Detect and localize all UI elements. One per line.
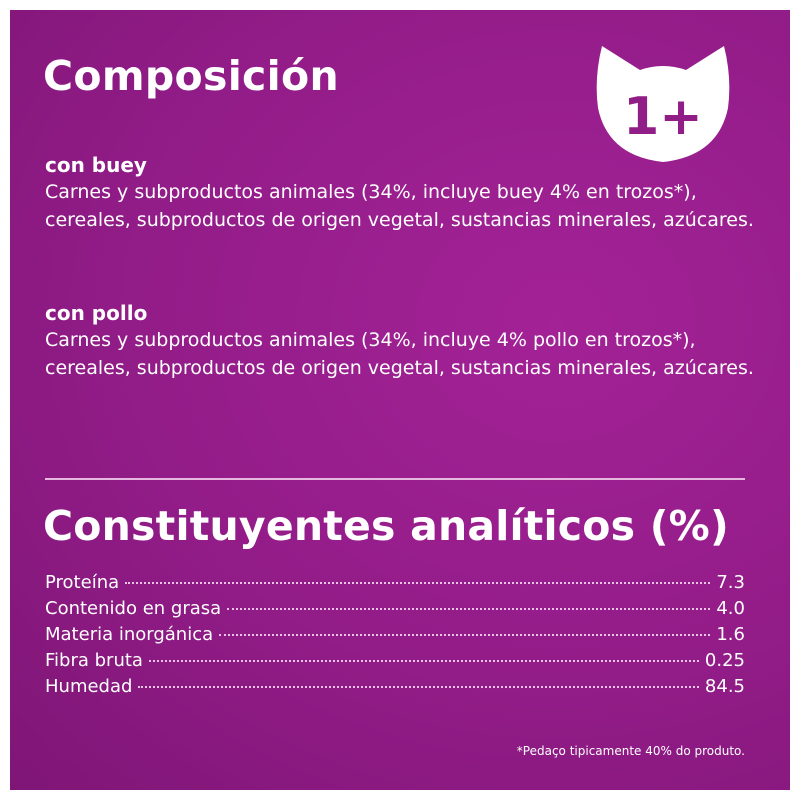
row-value: 84.5 [704, 676, 745, 697]
dot-leader [219, 634, 711, 636]
table-row: Proteína 7.3 [45, 572, 745, 598]
badge-text: 1+ [623, 87, 703, 147]
beef-section: con buey Carnes y subproductos animales … [45, 153, 765, 234]
age-badge: 1+ [590, 38, 736, 168]
chicken-text: Carnes y subproductos animales (34%, inc… [45, 329, 754, 379]
beef-text: Carnes y subproductos animales (34%, inc… [45, 181, 754, 231]
analytical-title: Constituyentes analíticos (%) [43, 502, 729, 550]
table-row: Contenido en grasa 4.0 [45, 598, 745, 624]
dot-leader [148, 660, 699, 662]
analytical-table: Proteína 7.3 Contenido en grasa 4.0 Mate… [45, 572, 745, 702]
row-value: 1.6 [716, 624, 745, 645]
row-label: Materia inorgánica [45, 624, 214, 645]
chicken-section: con pollo Carnes y subproductos animales… [45, 301, 765, 382]
row-label: Humedad [45, 676, 133, 697]
dot-leader [227, 608, 711, 610]
section-divider [45, 478, 745, 480]
row-value: 0.25 [704, 650, 745, 671]
row-value: 4.0 [716, 598, 745, 619]
table-row: Fibra bruta 0.25 [45, 650, 745, 676]
table-row: Materia inorgánica 1.6 [45, 624, 745, 650]
row-label: Proteína [45, 572, 120, 593]
composition-panel: Composición 1+ con buey Carnes y subprod… [10, 10, 790, 790]
cat-head-icon: 1+ [596, 46, 730, 162]
row-value: 7.3 [716, 572, 745, 593]
row-label: Contenido en grasa [45, 598, 222, 619]
dot-leader [138, 686, 699, 688]
composition-title: Composición [43, 52, 339, 100]
row-label: Fibra bruta [45, 650, 143, 671]
footnote: *Pedaço tipicamente 40% do produto. [516, 744, 745, 758]
table-row: Humedad 84.5 [45, 676, 745, 702]
dot-leader [125, 582, 711, 584]
beef-heading: con buey [45, 153, 147, 177]
chicken-heading: con pollo [45, 301, 148, 325]
